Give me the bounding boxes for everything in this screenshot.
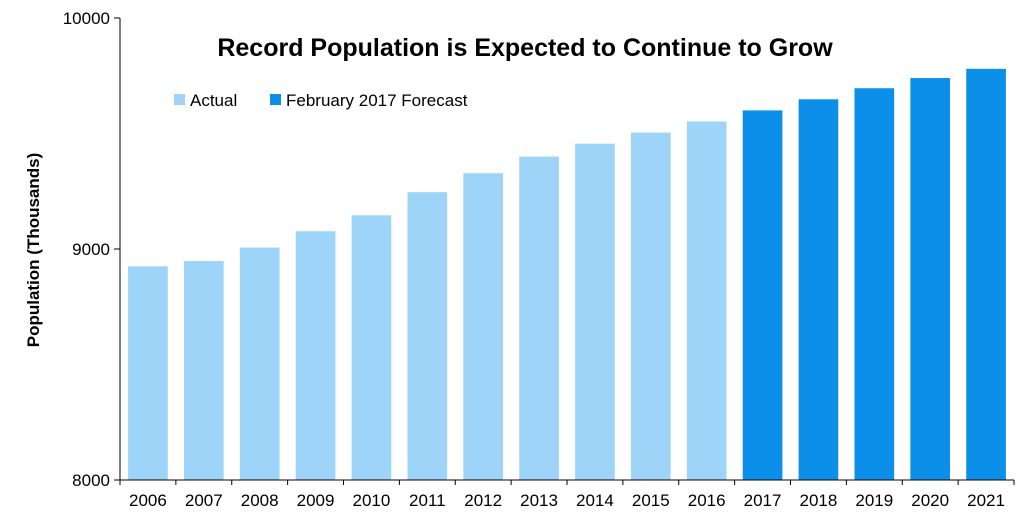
x-tick-label-2012: 2012	[464, 491, 502, 510]
x-tick-label-2006: 2006	[129, 491, 167, 510]
x-tick-label-2017: 2017	[744, 491, 782, 510]
bars-group	[128, 68, 1006, 481]
x-tick-label-2016: 2016	[688, 491, 726, 510]
y-tick-label-10000: 10000	[63, 9, 110, 28]
chart-title: Record Population is Expected to Continu…	[217, 34, 833, 62]
axes-group: 8000 9000 10000 2006 2007 2008 2009 2010 2011 201…	[63, 9, 1015, 510]
legend-label-forecast: February 2017 Forecast	[286, 91, 468, 110]
legend-swatch-forecast	[270, 94, 281, 105]
y-tick-label-9000: 9000	[72, 240, 110, 259]
x-tick-label-2007: 2007	[185, 491, 223, 510]
bar-forecast-2017	[742, 110, 783, 481]
x-tick-label-2011: 2011	[409, 491, 446, 510]
bar-forecast-2020	[910, 78, 951, 480]
bar-actual-2010	[351, 215, 392, 480]
bar-forecast-2021	[966, 68, 1006, 480]
x-tick-label-2021: 2021	[967, 491, 1005, 510]
bar-actual-2013	[519, 156, 559, 480]
bar-actual-2006	[128, 266, 168, 480]
bar-actual-2016	[686, 121, 727, 481]
x-tick-label-2020: 2020	[911, 491, 949, 510]
bar-actual-2014	[575, 143, 615, 480]
x-tick-label-2013: 2013	[520, 491, 558, 510]
bar-forecast-2018	[798, 99, 839, 480]
x-tick-label-2018: 2018	[800, 491, 838, 510]
y-axis-title: Population (Thousands)	[24, 153, 43, 348]
x-tick-label-2010: 2010	[353, 491, 391, 510]
bar-actual-2011	[407, 192, 448, 481]
bar-actual-2015	[630, 132, 671, 480]
legend: Actual February 2017 Forecast	[174, 91, 468, 110]
bar-actual-2008	[239, 247, 280, 480]
x-tick-label-2019: 2019	[855, 491, 893, 510]
x-tick-label-2008: 2008	[241, 491, 279, 510]
x-tick-label-2014: 2014	[576, 491, 614, 510]
bar-forecast-2019	[854, 88, 895, 480]
x-tick-label-2009: 2009	[297, 491, 335, 510]
bar-actual-2007	[183, 261, 224, 480]
x-tick-label-2015: 2015	[632, 491, 670, 510]
legend-label-actual: Actual	[190, 91, 237, 110]
bar-actual-2012	[463, 173, 504, 481]
legend-swatch-actual	[174, 94, 185, 105]
y-tick-label-8000: 8000	[72, 471, 110, 490]
bar-actual-2009	[295, 231, 336, 480]
